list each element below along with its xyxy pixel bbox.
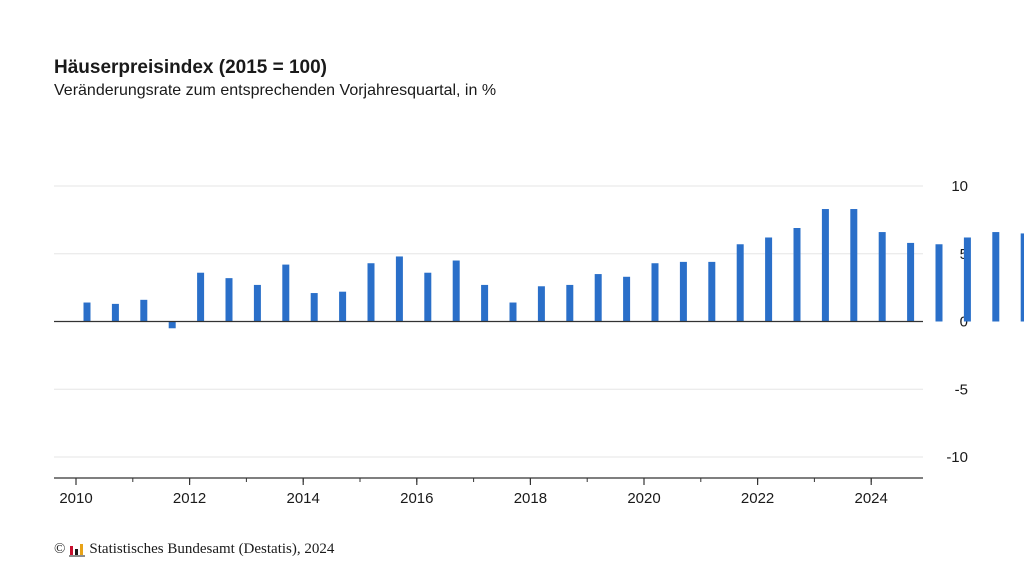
x-tick-label: 2024 [855,490,888,507]
bar [395,256,403,322]
bar [537,286,545,322]
x-tick-label: 2022 [741,490,774,507]
bar [651,263,659,322]
bar [736,244,744,322]
source-text: Statistisches Bundesamt (Destatis), 2024 [89,541,335,557]
bar [594,274,602,322]
chart-subtitle: Veränderungsrate zum entsprechenden Vorj… [54,82,497,99]
bar [424,272,432,322]
x-tick-label: 2016 [400,490,433,507]
bar [367,263,375,322]
bar [793,228,801,322]
bar [310,293,318,322]
y-tick-label: 0 [960,314,968,331]
copyright-symbol: © [54,541,66,557]
x-tick-label: 2020 [627,490,660,507]
bar [197,272,205,322]
bar [225,278,233,322]
bar [935,244,943,322]
x-tick-label: 2018 [514,490,547,507]
x-tick-label: 2012 [173,490,206,507]
bar [339,291,347,322]
bar [140,299,148,322]
x-tick-label: 2010 [59,490,92,507]
y-tick-label: 5 [960,246,968,263]
bar [1020,233,1024,322]
bar [708,261,716,322]
bar [481,284,489,322]
bar [452,260,460,322]
bar [282,264,290,322]
bar [821,209,829,322]
x-tick-label: 2014 [287,490,320,507]
bar [509,302,517,322]
bar [850,209,858,322]
y-tick-label: -5 [955,381,968,398]
bar [765,237,773,322]
bar [253,284,261,322]
bar [878,232,886,322]
bar [83,302,91,322]
bar [963,237,971,322]
chart-title: Häuserpreisindex (2015 = 100) [54,57,328,78]
bar [623,276,631,322]
bar [679,261,687,322]
bar [168,321,176,329]
bar [992,232,1000,322]
bar [111,303,119,322]
y-tick-label: 10 [951,178,968,195]
bar [566,284,574,322]
y-tick-label: -10 [946,449,968,466]
bar [907,242,915,322]
source-footer: © Statistisches Bundesamt (Destatis), 20… [54,541,334,558]
destatis-logo-icon [69,543,86,556]
